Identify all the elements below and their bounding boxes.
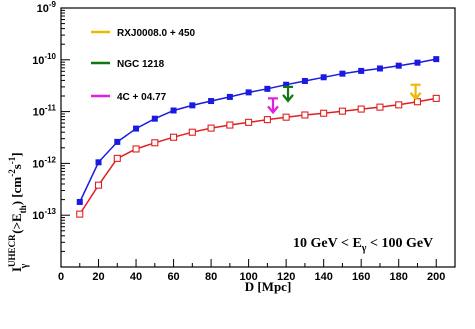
y-title-exp1: -2	[7, 169, 17, 177]
y-tick-exponent: -10	[44, 52, 56, 61]
y-tick-label: 10-12	[32, 155, 56, 170]
y-tick-exponent: -9	[49, 0, 57, 9]
y-tick-base: 10	[32, 55, 44, 67]
y-tick-label: 10-10	[32, 52, 56, 67]
upper-limit-arrow	[267, 97, 279, 115]
y-tick-exponent: -13	[44, 207, 56, 216]
y-tick-exponent: -12	[44, 155, 56, 164]
series-2-point	[226, 121, 234, 129]
series-1-point	[76, 198, 83, 205]
series-1-point	[376, 65, 383, 72]
x-tick-label: 60	[167, 271, 179, 283]
series-2-point	[338, 107, 346, 115]
series-1-line	[79, 58, 437, 203]
series-1-point	[264, 85, 271, 92]
series-1-point	[114, 138, 121, 145]
series-2-point	[188, 128, 196, 136]
series-2-point	[245, 118, 253, 126]
series-2-point	[357, 105, 365, 113]
x-tick-label: 160	[352, 271, 370, 283]
x-tick-label: 140	[314, 271, 332, 283]
legend: RXJ0008.0 + 450 NGC 1218 4C + 04.77	[91, 28, 196, 103]
limit-arrows	[267, 83, 422, 115]
series-2-point	[376, 103, 384, 111]
series-2-line	[79, 97, 437, 215]
x-tick-label: 20	[92, 271, 104, 283]
series-1-point	[433, 56, 440, 63]
annotation-sub: γ	[361, 243, 367, 254]
y-title-sub2: th	[18, 205, 28, 213]
y-title-sup: UHECR	[7, 234, 17, 267]
x-tick-label: 0	[58, 271, 64, 283]
y-title-exp2: -1	[7, 156, 17, 164]
x-tick-label: 120	[277, 271, 295, 283]
x-tick-label: 80	[205, 271, 217, 283]
series-2-point	[395, 101, 403, 109]
series-2-point	[94, 181, 103, 189]
series-1-point	[151, 115, 158, 122]
series-1-point	[208, 98, 215, 105]
limit-arrowhead	[282, 94, 294, 103]
series-2-point	[113, 154, 121, 162]
legend-label: RXJ0008.0 + 450	[117, 28, 196, 39]
y-axis-title: IUHECR γ (>Eth) [cm-2s-1]	[7, 152, 30, 272]
x-tick-label: 100	[239, 271, 257, 283]
series-1-point	[320, 74, 327, 81]
upper-limit-arrow	[282, 85, 294, 103]
legend-label: 4C + 04.77	[117, 92, 167, 103]
series-2-point	[170, 133, 178, 141]
energy-range-annotation: 10 GeV < Eγ < 100 GeV	[293, 236, 433, 254]
series-2-point	[132, 145, 140, 153]
y-title-s: s	[9, 164, 24, 169]
y-tick-base: 10	[37, 3, 49, 15]
series-2-point	[301, 111, 309, 119]
limit-arrowhead	[267, 105, 279, 115]
series-1-point	[226, 93, 233, 100]
x-tick-label: 40	[130, 271, 142, 283]
series-2-point	[207, 124, 215, 132]
legend-label: NGC 1218	[117, 59, 165, 70]
y-tick-label: 10-9	[37, 0, 57, 15]
annotation-prefix: 10 GeV < E	[293, 236, 362, 251]
y-tick-exponent: -11	[45, 104, 57, 113]
series-layer	[76, 56, 440, 218]
upper-limit-arrow	[409, 83, 422, 101]
series-2-point	[282, 113, 290, 121]
series-1-point	[358, 67, 365, 74]
series-1-point	[245, 89, 252, 96]
axes: 0 20 40 60 80 100 120 140 160 180 20010-910-1010-1…	[32, 0, 445, 283]
series-1-point	[189, 102, 196, 109]
y-tick-base: 10	[32, 158, 44, 170]
series-1-point	[301, 77, 308, 84]
x-axis-title: D [Mpc]	[245, 279, 292, 294]
annotation-suffix: < 100 GeV	[366, 236, 433, 251]
series-2-point	[432, 94, 440, 102]
series-1-point	[339, 70, 346, 77]
y-tick-base: 10	[33, 107, 45, 119]
y-tick-base: 10	[32, 210, 44, 222]
series-1-point	[414, 59, 421, 66]
series-2-point	[151, 139, 159, 147]
series-1-point	[133, 125, 140, 132]
y-title-main: I	[9, 267, 24, 272]
series-2-point	[320, 109, 328, 117]
y-tick-label: 10-13	[32, 207, 56, 222]
limit-arrowhead	[409, 92, 422, 101]
y-title-sub: γ	[19, 263, 30, 269]
series-1-point	[95, 159, 102, 166]
x-tick-label: 180	[390, 271, 408, 283]
x-tick-label: 200	[427, 271, 445, 283]
y-title-mid: (>E	[9, 213, 24, 233]
series-2-point	[263, 116, 271, 124]
series-2-point	[76, 210, 84, 218]
series-1-point	[395, 62, 402, 69]
series-1-point	[283, 81, 290, 88]
series-1-point	[170, 107, 177, 114]
series-2-point	[413, 98, 422, 106]
y-tick-label: 10-11	[33, 104, 57, 119]
y-title-tail: ) [cm	[9, 177, 24, 206]
plot-frame	[60, 7, 456, 268]
y-title-close: ]	[9, 152, 24, 156]
